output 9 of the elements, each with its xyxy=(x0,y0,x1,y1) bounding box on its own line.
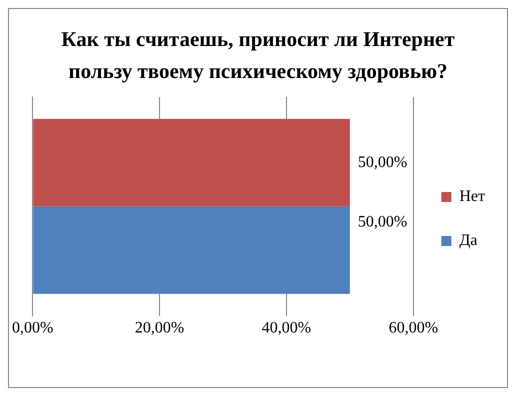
data-label: 50,00% xyxy=(358,213,408,230)
x-tick-label: 40,00% xyxy=(262,320,312,337)
legend-label: Нет xyxy=(459,188,486,206)
legend-label: Да xyxy=(459,232,478,250)
x-tick-label: 20,00% xyxy=(134,320,184,337)
x-tick-label: 60,00% xyxy=(388,320,438,337)
x-tick-label: 0,00% xyxy=(12,320,54,337)
data-label: 50,00% xyxy=(358,154,408,171)
chart-title: Как ты считаешь, приносит ли Интернет пользу твоему психическому здоровью? xyxy=(60,26,456,85)
